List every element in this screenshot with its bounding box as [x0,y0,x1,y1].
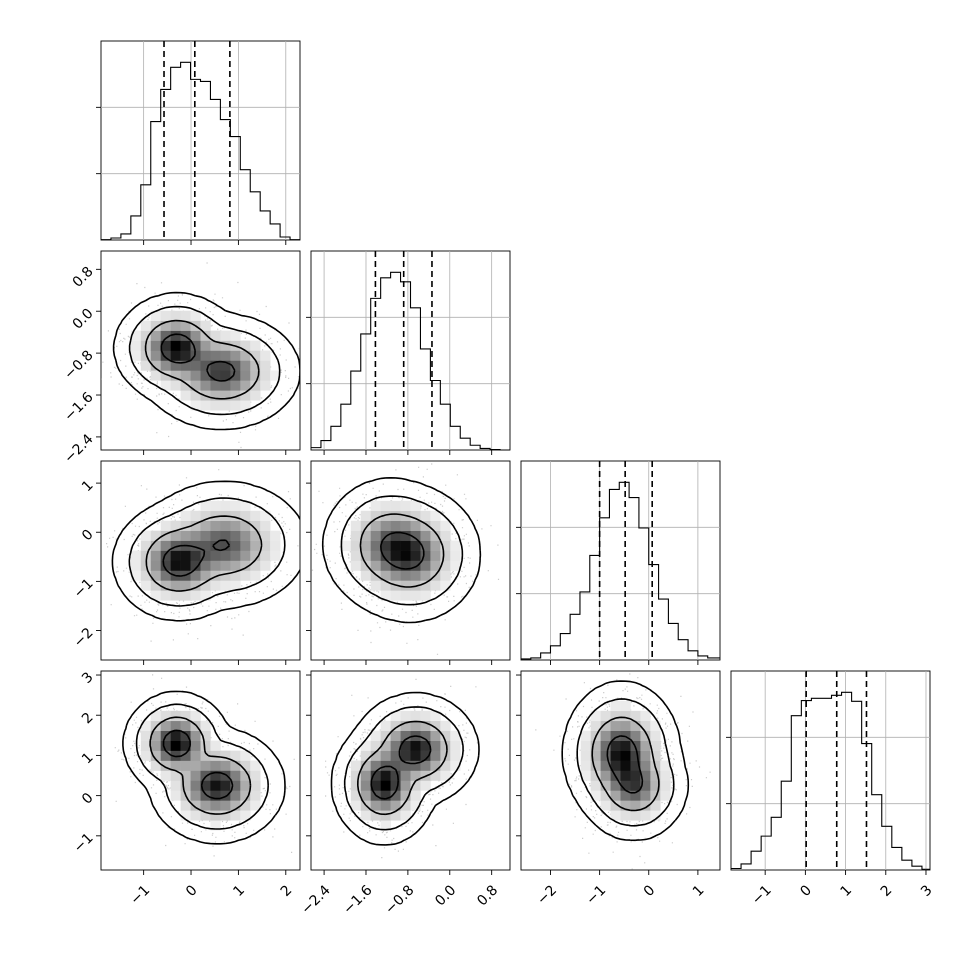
contour-0-3-2 [135,703,269,830]
hist-panel-3 [726,670,931,871]
xtick-label-0-3: 2 [278,882,296,900]
contour-2-3-3 [561,680,690,842]
contour-1-3-1 [357,720,448,816]
xtick-label-2-1: −1 [583,882,609,908]
hist-panel-1 [306,250,511,451]
scatter-panel-2-3 [520,670,721,871]
scatter-panel-0-1 [100,250,301,451]
ytick-label-2-1: −1 [71,576,97,602]
ytick-label-1-0: −2.4 [61,431,96,466]
hist-frame-3 [730,670,931,871]
scatter-panel-1-3 [310,670,511,871]
contour-1-2-1 [359,513,445,588]
scatter-panel-0-2 [100,460,301,661]
contour-0-1-3 [112,291,300,431]
xtick-label-1-2: −0.8 [382,882,417,917]
xtick-label-3-1: 0 [797,882,815,900]
contour-0-3-0 [162,729,234,800]
xtick-label-3-2: 1 [838,882,856,900]
xtick-label-1-1: −1.6 [340,882,375,917]
contour-0-3-1 [149,716,252,815]
ytick-label-2-3: 1 [79,477,97,495]
xtick-label-3-3: 2 [878,882,896,900]
hist-frame-2 [520,460,721,661]
xtick-label-3-0: −1 [749,882,775,908]
ytick-label-1-4: 0.8 [70,264,97,291]
contour-1-3-3 [330,691,480,846]
ytick-label-2-2: 0 [79,527,97,545]
ytick-label-2-0: −2 [71,625,97,651]
ytick-label-1-2: −0.8 [61,347,96,382]
contour-2-3-0 [606,735,644,794]
xtick-label-0-1: 0 [183,882,201,900]
hist-frame-0 [100,40,301,241]
contour-0-2-2 [128,497,286,607]
contour-1-2-3 [321,477,482,624]
ytick-label-1-1: −1.6 [61,389,96,424]
contour-1-2-0 [380,531,425,570]
xtick-label-2-0: −2 [534,882,560,908]
contour-2-3-2 [576,698,675,827]
contour-0-2-3 [111,480,300,622]
contour-0-1-1 [144,319,260,400]
xtick-label-3-4: 3 [918,882,936,900]
ytick-label-1-3: 0.0 [70,306,97,333]
contour-0-3-3 [122,690,286,845]
xtick-label-0-2: 1 [230,882,248,900]
hist-panel-2 [516,460,721,661]
histogram-0 [101,61,300,241]
xtick-label-1-4: 0.8 [474,882,501,909]
contour-1-2-2 [340,495,464,606]
contour-1-3-2 [343,706,464,831]
xtick-label-2-2: 0 [641,882,659,900]
ytick-label-3-0: −1 [71,830,97,856]
scatter-panel-1-2 [310,460,511,661]
scatter-panel-0-3 [100,670,301,871]
hist-panel-0 [96,40,301,241]
contour-0-1-0 [160,333,236,382]
ytick-label-3-1: 0 [79,790,97,808]
ytick-label-3-4: 3 [79,669,97,687]
xtick-label-2-3: 1 [690,882,708,900]
xtick-label-0-0: −1 [127,882,153,908]
contour-0-2-0 [162,539,231,577]
histogram-2 [521,481,720,660]
contour-2-3-1 [591,716,660,812]
ytick-label-3-3: 2 [79,710,97,728]
xtick-label-1-0: −2.4 [298,882,333,917]
contour-0-2-1 [145,515,263,592]
histogram-1 [311,271,510,451]
xtick-label-1-3: 0.0 [432,882,459,909]
ytick-label-3-2: 1 [79,750,97,768]
histogram-3 [731,691,930,870]
contour-0-1-2 [128,305,281,416]
contour-1-3-0 [370,735,432,800]
